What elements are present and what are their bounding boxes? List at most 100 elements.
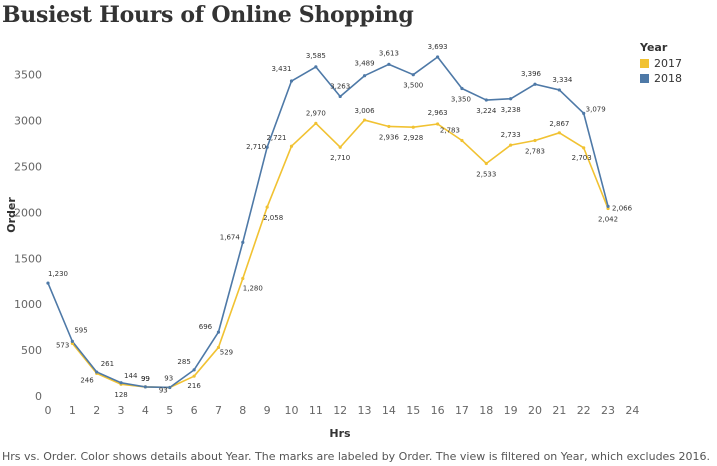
data-label-2018-h8: 1,674 bbox=[220, 233, 241, 241]
x-tick-label: 2 bbox=[93, 404, 100, 417]
point-2018-h4[interactable] bbox=[143, 385, 147, 389]
point-2018-h14[interactable] bbox=[387, 62, 391, 66]
series-lines bbox=[47, 56, 609, 389]
data-label-2017-h8: 1,280 bbox=[243, 284, 263, 292]
data-label-2017-h15: 2,928 bbox=[403, 134, 423, 142]
point-2018-h13[interactable] bbox=[362, 74, 367, 78]
y-tick-label: 3000 bbox=[14, 115, 42, 128]
x-tick-label: 11 bbox=[309, 404, 323, 417]
x-tick-label: 12 bbox=[333, 404, 347, 417]
data-label-2018-h4: 99 bbox=[141, 375, 150, 383]
data-label-2017-h3: 128 bbox=[114, 391, 127, 399]
data-label-2018-h22: 3,079 bbox=[586, 105, 606, 113]
legend-label-2018: 2018 bbox=[654, 72, 682, 85]
point-2017-h11[interactable] bbox=[314, 121, 318, 125]
data-label-2018-h7: 696 bbox=[199, 323, 213, 331]
x-tick-label: 10 bbox=[285, 404, 299, 417]
point-2018-h8[interactable] bbox=[241, 240, 245, 244]
x-axis-title: Hrs bbox=[329, 427, 351, 440]
point-2017-h13[interactable] bbox=[362, 118, 367, 122]
point-2017-h20[interactable] bbox=[533, 138, 537, 143]
point-2018-h9[interactable] bbox=[265, 145, 269, 149]
y-tick-label: 500 bbox=[21, 344, 42, 357]
point-2017-h22[interactable] bbox=[582, 146, 586, 150]
data-label-2018-h13: 3,489 bbox=[355, 60, 375, 68]
data-label-2017-h10: 2,721 bbox=[266, 134, 286, 142]
point-2017-h9[interactable] bbox=[265, 205, 269, 209]
data-label-2017-h2: 246 bbox=[80, 376, 94, 384]
x-axis-ticks: 0 1 2 3 4 5 6 7 8 9 10 11 12 13 14 15 16 17 18 19 20 21 22 23 24 bbox=[45, 404, 640, 417]
point-2017-h18[interactable] bbox=[484, 161, 488, 166]
point-2018-h7[interactable] bbox=[216, 330, 221, 334]
series-line-2018[interactable] bbox=[47, 56, 609, 389]
x-tick-label: 4 bbox=[142, 404, 149, 417]
point-2018-h15[interactable] bbox=[411, 73, 415, 77]
x-tick-label: 8 bbox=[239, 404, 246, 417]
data-label-2018-h15: 3,500 bbox=[403, 82, 423, 90]
x-tick-label: 3 bbox=[118, 404, 125, 417]
point-2018-h11[interactable] bbox=[314, 65, 318, 69]
legend-label-2017: 2017 bbox=[654, 57, 682, 70]
data-label-2017-h12: 2,710 bbox=[330, 154, 350, 162]
y-tick-label: 1000 bbox=[14, 298, 42, 311]
point-2017-h6[interactable] bbox=[192, 374, 196, 378]
data-label-2017-h11: 2,970 bbox=[306, 109, 326, 117]
point-2018-h10[interactable] bbox=[289, 79, 294, 83]
data-label-2018-h5: 93 bbox=[164, 374, 173, 382]
point-2017-h21[interactable] bbox=[557, 131, 561, 135]
data-label-2018-h0: 1,230 bbox=[48, 270, 68, 278]
point-2017-h10[interactable] bbox=[289, 144, 294, 148]
data-label-2017-h6: 216 bbox=[187, 382, 201, 390]
data-label-2018-h21: 3,334 bbox=[552, 76, 573, 84]
x-tick-label: 0 bbox=[45, 404, 52, 417]
data-label-2017-h14: 2,936 bbox=[379, 133, 400, 141]
point-2018-h3[interactable] bbox=[119, 381, 123, 385]
x-tick-label: 17 bbox=[455, 404, 469, 417]
point-2017-h23[interactable] bbox=[606, 206, 610, 211]
legend-swatch-2018 bbox=[640, 74, 649, 83]
y-axis-ticks: 0 500 1000 1500 2000 2500 3000 3500 bbox=[14, 69, 42, 403]
data-label-2018-h20: 3,396 bbox=[521, 70, 542, 78]
x-tick-label: 20 bbox=[528, 404, 542, 417]
data-label-2017-h20: 2,783 bbox=[525, 148, 545, 156]
point-2017-h12[interactable] bbox=[338, 145, 342, 149]
data-label-2018-h2: 261 bbox=[101, 360, 114, 368]
point-2018-h20[interactable] bbox=[533, 82, 537, 86]
point-2017-h14[interactable] bbox=[387, 124, 391, 129]
point-2018-h16[interactable] bbox=[436, 55, 440, 59]
point-2017-h7[interactable] bbox=[216, 345, 221, 350]
x-tick-label: 5 bbox=[166, 404, 173, 417]
point-2017-h16[interactable] bbox=[436, 122, 440, 126]
x-tick-label: 6 bbox=[191, 404, 198, 417]
point-2018-h22[interactable] bbox=[582, 111, 586, 115]
point-2018-h18[interactable] bbox=[484, 98, 488, 102]
point-2018-h23[interactable] bbox=[606, 204, 610, 208]
point-2018-h1[interactable] bbox=[70, 339, 74, 343]
point-2018-h21[interactable] bbox=[557, 88, 561, 92]
point-2018-h0[interactable] bbox=[46, 281, 50, 285]
data-label-2018-h11: 3,585 bbox=[306, 52, 326, 60]
data-label-2018-h17: 3,350 bbox=[451, 95, 471, 103]
point-2017-h19[interactable] bbox=[509, 143, 513, 147]
point-2018-h5[interactable] bbox=[168, 385, 172, 390]
point-2018-h6[interactable] bbox=[192, 368, 196, 372]
point-2017-h17[interactable] bbox=[460, 138, 464, 143]
data-label-2018-h18: 3,224 bbox=[476, 107, 497, 115]
data-label-2018-h9: 2,710 bbox=[246, 143, 266, 151]
legend-item-2018[interactable]: 2018 bbox=[640, 71, 682, 86]
legend-item-2017[interactable]: 2017 bbox=[640, 56, 682, 71]
legend: Year 2017 2018 bbox=[640, 41, 682, 86]
point-2018-h12[interactable] bbox=[338, 94, 342, 99]
data-label-2018-h6: 285 bbox=[177, 358, 190, 366]
x-tick-label: 13 bbox=[358, 404, 372, 417]
data-label-2017-h18: 2,533 bbox=[476, 170, 496, 178]
data-label-2018-h10: 3,431 bbox=[271, 65, 291, 73]
series-points bbox=[46, 55, 610, 390]
data-label-2017-h19: 2,733 bbox=[501, 131, 521, 139]
point-2018-h2[interactable] bbox=[95, 370, 99, 374]
point-2018-h19[interactable] bbox=[509, 97, 513, 101]
point-2017-h15[interactable] bbox=[411, 125, 415, 129]
x-tick-label: 18 bbox=[479, 404, 493, 417]
point-2018-h17[interactable] bbox=[460, 86, 464, 91]
point-2017-h8[interactable] bbox=[241, 276, 245, 281]
